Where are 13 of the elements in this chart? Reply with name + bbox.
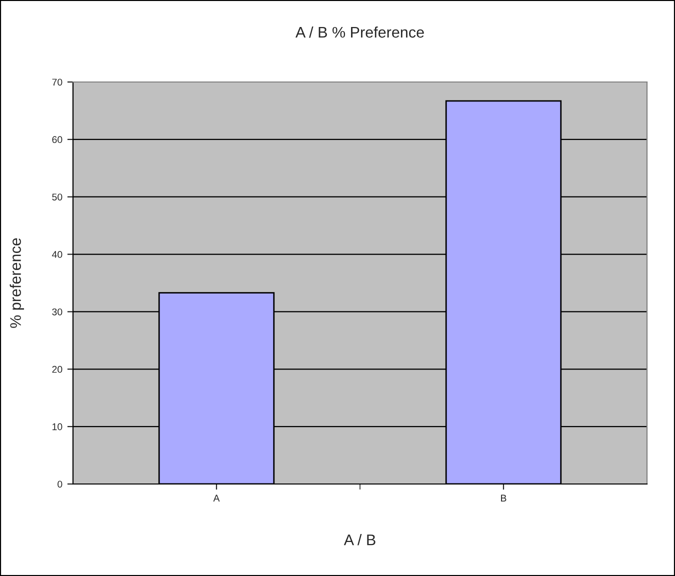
y-tick-label: 10 — [52, 423, 62, 430]
chart-title: A / B % Preference — [295, 26, 424, 38]
y-tick-label: 0 — [58, 480, 62, 488]
x-tick-label: A — [213, 494, 220, 502]
x-axis-title: A / B — [344, 534, 376, 546]
y-tick-label: 60 — [52, 136, 62, 144]
y-tick-label: 30 — [52, 308, 62, 316]
y-tick-label: 70 — [52, 78, 62, 86]
y-tick-label: 50 — [52, 194, 62, 200]
y-tick-label: 40 — [52, 251, 62, 258]
x-tick-label: B — [501, 494, 506, 502]
y-axis-title: % preference — [10, 238, 24, 328]
y-tick-label: 20 — [52, 366, 62, 373]
